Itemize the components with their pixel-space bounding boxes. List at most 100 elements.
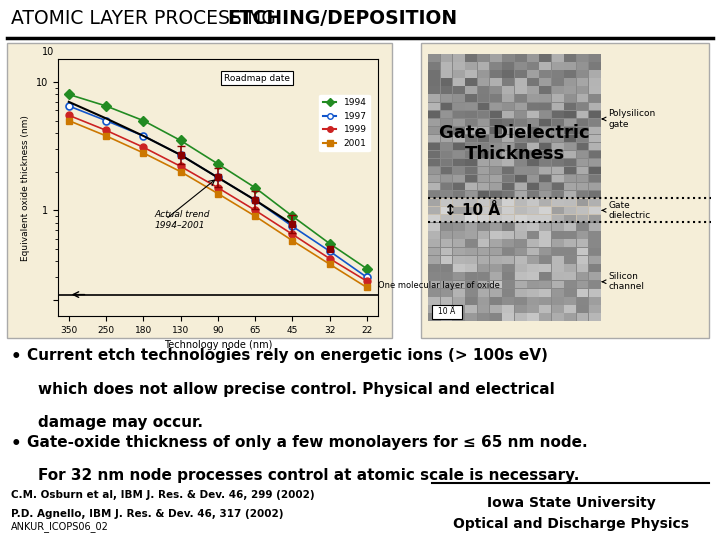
Bar (441, 126, 452, 134)
1994 (139, 117, 148, 124)
Bar (490, 239, 502, 247)
Text: •: • (11, 348, 22, 366)
Bar (478, 78, 490, 86)
Bar (453, 134, 465, 142)
Bar (428, 167, 440, 174)
Bar (589, 231, 600, 239)
Bar (441, 103, 452, 110)
Bar (527, 199, 539, 206)
Bar (503, 223, 514, 231)
Text: ↕ 10 Å: ↕ 10 Å (444, 203, 500, 218)
Bar (503, 70, 514, 78)
Text: Polysilicon
gate: Polysilicon gate (603, 109, 656, 129)
1994 (251, 184, 259, 191)
Text: ETCHING/DEPOSITION: ETCHING/DEPOSITION (227, 9, 457, 29)
Bar (539, 126, 552, 134)
Bar (465, 78, 477, 86)
Bar (564, 297, 576, 305)
Bar (478, 103, 490, 110)
Bar (478, 55, 490, 62)
Bar (465, 151, 477, 158)
Bar (552, 143, 564, 150)
Bar (441, 151, 452, 158)
1999 (102, 127, 110, 133)
Bar (441, 289, 452, 296)
Bar (589, 256, 600, 264)
Bar (515, 143, 526, 150)
Bar (527, 151, 539, 158)
Bar (577, 103, 588, 110)
Bar (441, 215, 452, 222)
Bar (478, 231, 490, 239)
Bar (428, 231, 440, 239)
Bar (515, 239, 526, 247)
Line: 2001: 2001 (66, 117, 370, 291)
Bar (478, 86, 490, 94)
Bar (577, 63, 588, 70)
Bar (527, 78, 539, 86)
Bar (465, 103, 477, 110)
Line: 1994: 1994 (66, 91, 370, 272)
Bar (577, 111, 588, 118)
Bar (441, 55, 452, 62)
Bar (453, 314, 465, 321)
Bar (428, 314, 440, 321)
Bar (465, 289, 477, 296)
Bar (577, 297, 588, 305)
Bar (577, 314, 588, 321)
Text: 10 Å: 10 Å (438, 307, 456, 316)
Bar (428, 134, 440, 142)
Bar (589, 223, 600, 231)
Bar (490, 111, 502, 118)
1997 (251, 197, 259, 204)
1997 (288, 223, 297, 230)
Bar (478, 111, 490, 118)
Line: 1997: 1997 (66, 103, 370, 281)
Bar (428, 55, 440, 62)
Bar (539, 199, 552, 206)
Bar (589, 78, 600, 86)
Bar (515, 305, 526, 313)
Bar (441, 280, 452, 288)
Text: which does not allow precise control. Physical and electrical: which does not allow precise control. Ph… (38, 382, 555, 397)
Bar (589, 191, 600, 198)
Bar (589, 314, 600, 321)
Bar (577, 199, 588, 206)
Bar (453, 199, 465, 206)
Bar (490, 305, 502, 313)
Bar (515, 174, 526, 183)
Bar (478, 191, 490, 198)
Bar (552, 103, 564, 110)
Bar (428, 143, 440, 150)
Bar (453, 111, 465, 118)
Bar (478, 119, 490, 126)
Bar (428, 215, 440, 222)
Bar (428, 94, 440, 102)
Bar (589, 143, 600, 150)
Bar (465, 264, 477, 272)
Bar (503, 215, 514, 222)
Bar (564, 256, 576, 264)
Bar (577, 151, 588, 158)
Bar (539, 103, 552, 110)
Bar (552, 280, 564, 288)
Text: Roadmap date: Roadmap date (224, 73, 290, 83)
1999 (251, 207, 259, 213)
Bar (564, 215, 576, 222)
Bar (589, 247, 600, 255)
Bar (428, 256, 440, 264)
Bar (589, 63, 600, 70)
Bar (465, 239, 477, 247)
Bar (577, 223, 588, 231)
Bar (490, 231, 502, 239)
Bar (515, 183, 526, 190)
Bar (465, 55, 477, 62)
Bar (539, 247, 552, 255)
Bar (577, 231, 588, 239)
Bar (465, 297, 477, 305)
Bar (552, 70, 564, 78)
Bar (515, 215, 526, 222)
Bar (577, 78, 588, 86)
2001 (325, 261, 334, 267)
Bar (589, 297, 600, 305)
